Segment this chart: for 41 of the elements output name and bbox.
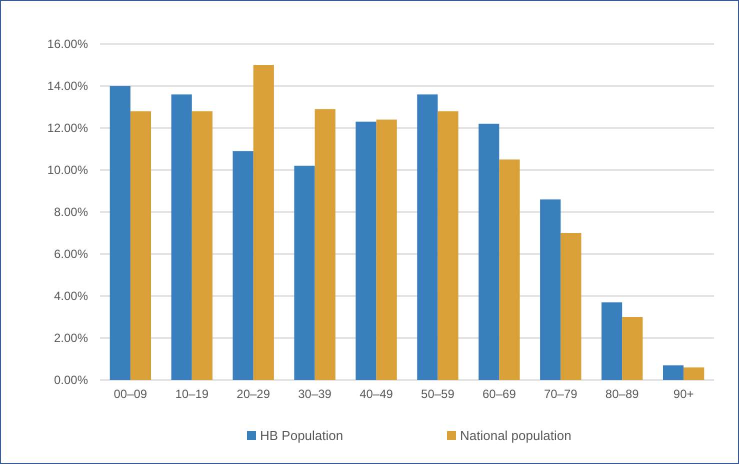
- bar: [622, 317, 643, 380]
- y-tick-label: 10.00%: [47, 163, 88, 178]
- bar: [356, 122, 376, 380]
- x-tick-label: 50–59: [421, 387, 455, 401]
- bar: [376, 120, 397, 380]
- x-tick-label: 60–69: [482, 387, 516, 401]
- x-tick-label: 80–89: [605, 387, 640, 401]
- y-tick-label: 16.00%: [47, 37, 88, 52]
- y-tick-label: 0.00%: [54, 373, 88, 388]
- y-tick-label: 8.00%: [54, 205, 88, 220]
- bar: [560, 233, 582, 380]
- bar: [110, 86, 130, 380]
- bar: [192, 111, 212, 380]
- bar: [662, 365, 684, 380]
- y-tick-label: 6.00%: [54, 247, 88, 262]
- y-tick-label: 4.00%: [54, 289, 88, 304]
- legend-label: HB Population: [260, 428, 344, 443]
- bar: [171, 94, 192, 380]
- bar: [294, 166, 315, 380]
- x-tick-label: 30–39: [298, 387, 332, 401]
- bar: [499, 160, 520, 380]
- x-tick-label: 10–19: [175, 387, 209, 401]
- bar: [130, 111, 152, 380]
- bar: [232, 151, 254, 380]
- x-tick-label: 00–09: [114, 387, 148, 401]
- bar: [478, 124, 500, 380]
- x-tick-label: 70–79: [544, 387, 578, 401]
- bar: [540, 199, 561, 380]
- y-tick-label: 14.00%: [47, 79, 88, 94]
- bar: [602, 302, 622, 380]
- x-tick-label: 40–49: [360, 387, 394, 401]
- bar: [253, 65, 274, 380]
- bar: [684, 367, 704, 380]
- x-tick-label: 90+: [673, 387, 694, 401]
- bar: [438, 111, 458, 380]
- x-tick-label: 20–29: [236, 387, 270, 401]
- legend-label: National population: [460, 428, 572, 443]
- bar: [314, 109, 336, 380]
- bar: [417, 94, 438, 380]
- y-tick-label: 12.00%: [47, 121, 88, 136]
- y-tick-label: 2.00%: [54, 331, 88, 346]
